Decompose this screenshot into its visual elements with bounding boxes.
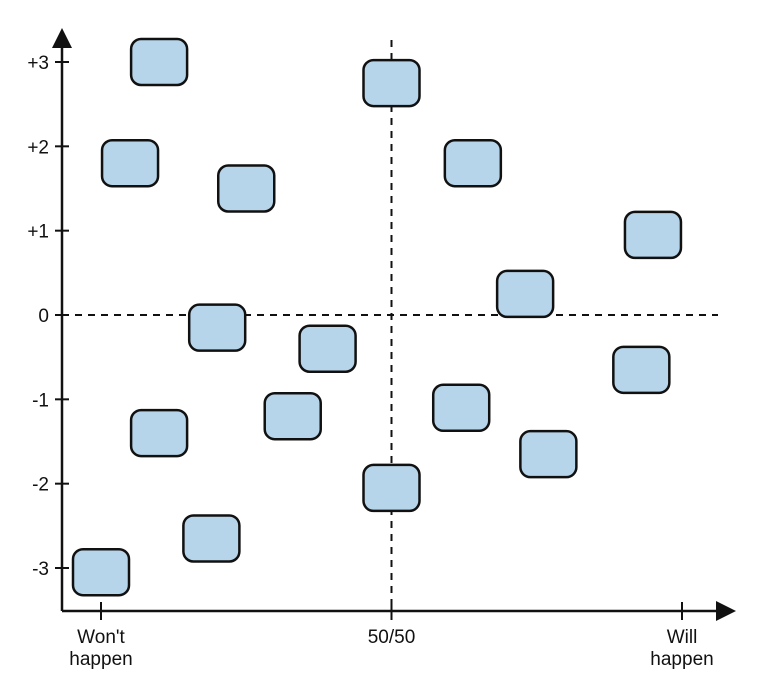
prediction-card — [129, 408, 189, 458]
prediction-card — [443, 138, 503, 188]
prediction-card — [182, 514, 241, 563]
prediction-card — [187, 303, 247, 352]
prediction-card — [100, 138, 160, 188]
prediction-card — [431, 383, 491, 433]
y-tick-label: -3 — [32, 559, 49, 580]
y-tick-label: +1 — [27, 222, 49, 243]
y-tick-label: +3 — [27, 53, 49, 74]
prediction-card — [362, 463, 421, 513]
prediction-card — [495, 269, 555, 319]
prediction-card — [263, 391, 322, 441]
x-tick-label: happen — [69, 649, 132, 670]
x-tick-label: Won't — [77, 627, 125, 648]
prediction-card — [71, 547, 131, 597]
prediction-card — [217, 164, 276, 213]
y-tick-label: +2 — [27, 137, 49, 158]
y-tick-label: -1 — [32, 390, 49, 411]
x-tick-label: Will — [667, 627, 698, 648]
prediction-card — [362, 58, 421, 108]
y-tick-label: -2 — [32, 475, 49, 496]
prediction-card — [519, 429, 578, 479]
x-tick-label: 50/50 — [368, 627, 416, 648]
prediction-card — [298, 324, 357, 373]
x-tick-label: happen — [650, 649, 713, 670]
prediction-card — [129, 37, 189, 87]
y-tick-label: 0 — [38, 306, 49, 327]
prediction-card — [623, 210, 683, 260]
prediction-card — [612, 345, 671, 395]
